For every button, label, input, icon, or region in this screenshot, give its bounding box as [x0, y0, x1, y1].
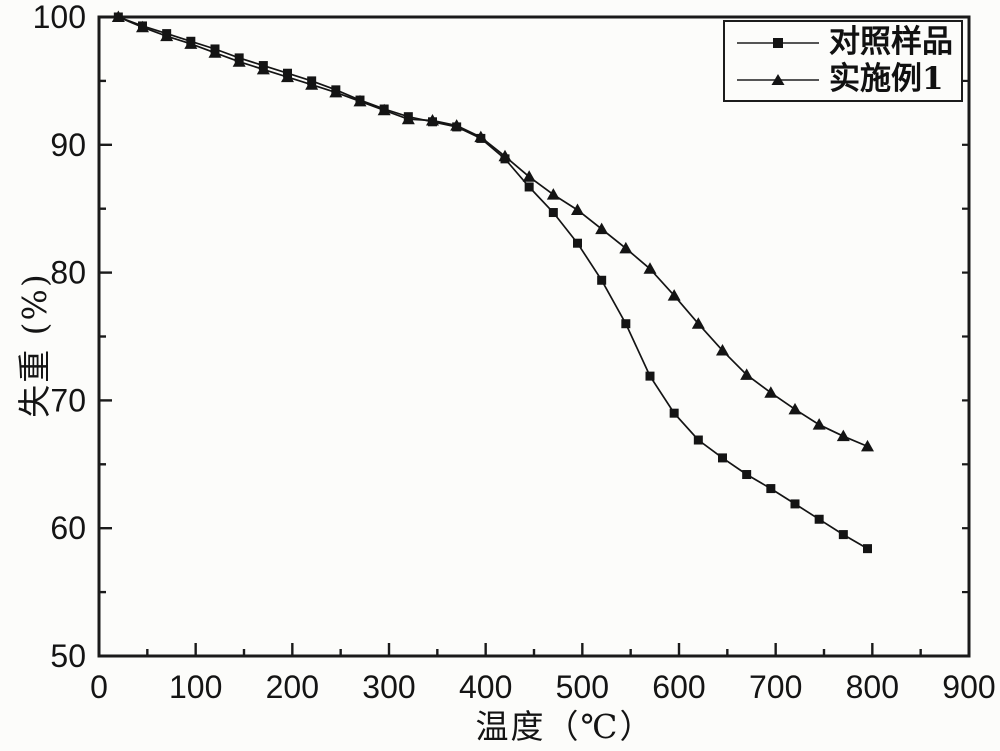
triangle-marker — [861, 439, 874, 452]
triangle-marker — [353, 94, 367, 107]
square-marker — [742, 470, 752, 480]
legend-item-example-1: 实施例1 — [725, 61, 961, 98]
square-marker — [838, 530, 848, 540]
square-marker — [814, 514, 824, 524]
triangle-marker — [522, 170, 536, 182]
x-tick-label: 600 — [652, 669, 705, 705]
x-tick-label: 800 — [846, 669, 899, 705]
triangle-marker — [740, 368, 754, 380]
triangle-marker — [208, 46, 222, 58]
triangle-marker — [184, 37, 198, 49]
triangle-marker — [401, 112, 415, 125]
legend: 对照样品 实施例1 — [723, 20, 963, 102]
square-marker — [693, 435, 703, 445]
triangle-marker — [691, 317, 705, 329]
triangle-marker — [377, 103, 391, 116]
x-tick-label: 300 — [362, 669, 415, 705]
plot-frame — [97, 15, 971, 658]
triangle-marker — [136, 20, 149, 33]
triangle-marker — [667, 289, 681, 301]
triangle-marker — [111, 10, 125, 22]
y-tick-label: 100 — [33, 0, 86, 35]
square-marker — [524, 182, 534, 192]
square-marker — [548, 208, 558, 218]
triangle-marker — [450, 119, 464, 131]
triangle-marker — [426, 114, 439, 126]
y-tick-label: 70 — [50, 382, 86, 418]
triangle-marker — [160, 29, 174, 42]
triangle-marker — [305, 78, 319, 90]
square-marker — [645, 371, 655, 381]
square-marker — [863, 544, 872, 554]
triangle-marker — [571, 203, 584, 215]
x-tick-label: 400 — [459, 669, 512, 705]
square-marker — [718, 453, 727, 463]
triangle-marker — [329, 85, 343, 98]
x-tick-label: 100 — [169, 669, 222, 705]
x-tick-label: 200 — [266, 669, 319, 705]
square-marker — [790, 499, 800, 509]
legend-label-control-sample: 对照样品 — [829, 24, 953, 60]
triangle-marker — [764, 386, 778, 398]
square-marker — [669, 408, 679, 418]
x-tick-label: 900 — [942, 669, 995, 705]
y-axis-label: 失重 (%) — [15, 272, 54, 418]
triangle-marker — [474, 130, 488, 143]
triangle-marker — [595, 222, 609, 235]
square-marker-icon — [737, 37, 819, 48]
triangle-marker-icon — [737, 73, 819, 85]
y-tick-label: 50 — [50, 638, 86, 674]
triangle-marker — [498, 149, 512, 162]
y-tick-label: 90 — [50, 127, 86, 163]
y-tick-label: 80 — [50, 255, 86, 291]
x-tick-label: 500 — [556, 669, 609, 705]
square-marker — [621, 319, 631, 329]
square-marker — [597, 275, 607, 285]
triangle-marker — [281, 70, 294, 83]
triangle-marker — [836, 429, 850, 442]
triangle-marker — [643, 262, 657, 274]
triangle-marker — [546, 188, 560, 200]
triangle-marker — [788, 402, 802, 415]
legend-label-example-1: 实施例1 — [829, 61, 944, 97]
y-tick-label: 60 — [50, 510, 86, 546]
legend-item-control-sample: 对照样品 — [725, 24, 961, 61]
x-axis-label: 温度（℃） — [475, 707, 655, 746]
square-marker — [573, 238, 582, 248]
triangle-marker — [812, 418, 826, 430]
square-marker — [766, 484, 776, 494]
triangle-marker — [256, 62, 270, 75]
x-tick-label: 0 — [90, 669, 108, 705]
triangle-marker — [232, 55, 246, 67]
triangle-marker — [716, 344, 729, 356]
triangle-marker — [619, 241, 633, 254]
x-tick-label: 700 — [749, 669, 802, 705]
